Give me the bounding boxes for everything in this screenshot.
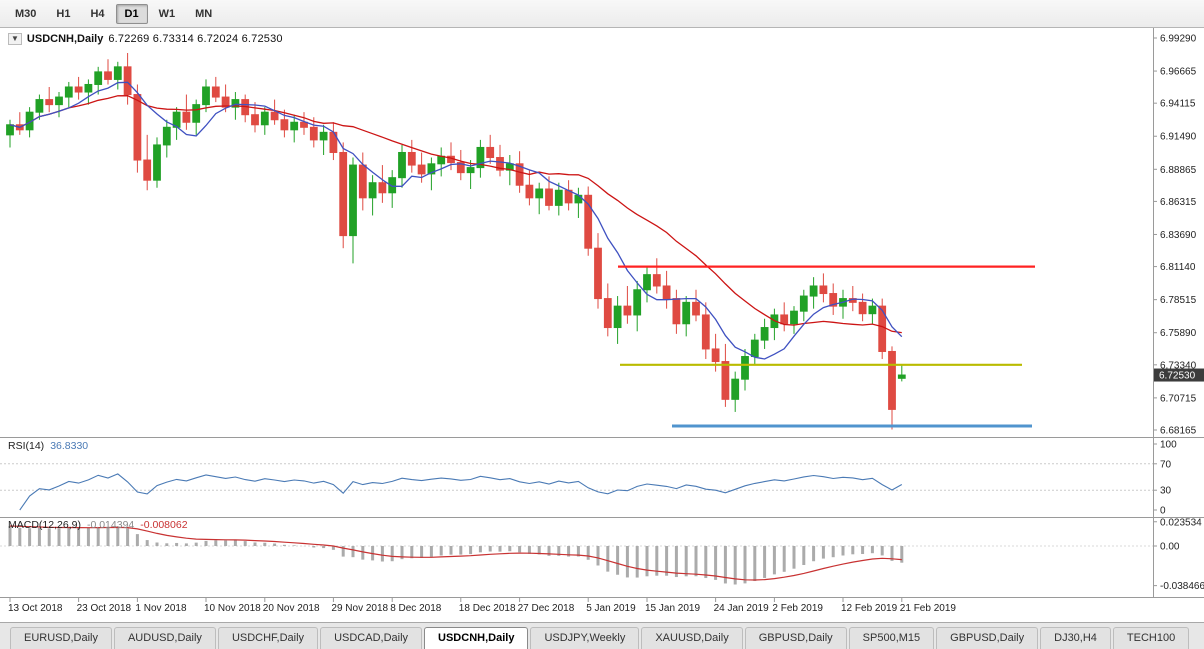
chart-menu-icon[interactable]: ▼ bbox=[8, 33, 22, 45]
svg-text:6.78515: 6.78515 bbox=[1160, 295, 1197, 306]
svg-text:6.83690: 6.83690 bbox=[1160, 230, 1197, 241]
chart-tab-usdcnh-daily[interactable]: USDCNH,Daily bbox=[424, 627, 529, 649]
svg-text:6.86315: 6.86315 bbox=[1160, 197, 1197, 208]
timeframe-button-w1[interactable]: W1 bbox=[150, 4, 185, 24]
timeframe-button-h4[interactable]: H4 bbox=[81, 4, 113, 24]
svg-text:-0.038466: -0.038466 bbox=[1160, 581, 1204, 592]
timeframe-toolbar: M30 H1 H4 D1 W1 MN bbox=[0, 0, 1204, 28]
svg-text:6.73340: 6.73340 bbox=[1160, 360, 1197, 371]
current-price-badge: 6.72530 bbox=[1154, 368, 1204, 382]
svg-text:2 Feb 2019: 2 Feb 2019 bbox=[772, 603, 823, 614]
svg-text:24 Jan 2019: 24 Jan 2019 bbox=[714, 603, 769, 614]
svg-text:1 Nov 2018: 1 Nov 2018 bbox=[135, 603, 187, 614]
timeframe-button-h1[interactable]: H1 bbox=[47, 4, 79, 24]
chart-tab-tech100[interactable]: TECH100 bbox=[1112, 627, 1190, 649]
svg-text:21 Feb 2019: 21 Feb 2019 bbox=[900, 603, 957, 614]
svg-text:6.75890: 6.75890 bbox=[1160, 328, 1197, 339]
date-axis[interactable]: 13 Oct 2018 23 Oct 2018 1 Nov 2018 10 Nov 2… bbox=[8, 597, 956, 614]
chart-tab-usdcad-daily[interactable]: USDCAD,Daily bbox=[320, 627, 423, 649]
svg-text:5 Jan 2019: 5 Jan 2019 bbox=[586, 603, 636, 614]
svg-text:20 Nov 2018: 20 Nov 2018 bbox=[263, 603, 320, 614]
svg-text:27 Dec 2018: 27 Dec 2018 bbox=[518, 603, 575, 614]
svg-text:6.68165: 6.68165 bbox=[1160, 426, 1197, 437]
chart-tab-xauusd-daily[interactable]: XAUUSD,Daily bbox=[641, 627, 743, 649]
svg-text:30: 30 bbox=[1160, 486, 1172, 497]
macd-axis[interactable]: 0.023534 0.00 -0.038466 bbox=[1153, 517, 1204, 592]
rsi-line bbox=[19, 473, 903, 511]
rsi-axis[interactable]: 100 70 30 0 bbox=[1153, 440, 1177, 517]
chart-tab-gbpusd-daily[interactable]: GBPUSD,Daily bbox=[936, 627, 1039, 649]
symbol-tabbar: EURUSD,Daily AUDUSD,Daily USDCHF,Daily USDC… bbox=[0, 622, 1204, 649]
svg-text:13 Oct 2018: 13 Oct 2018 bbox=[8, 603, 63, 614]
svg-text:6.96665: 6.96665 bbox=[1160, 67, 1197, 78]
ma-fast-line bbox=[9, 81, 903, 360]
timeframe-button-m30[interactable]: M30 bbox=[6, 4, 45, 24]
svg-text:6.99290: 6.99290 bbox=[1160, 34, 1197, 45]
timeframe-button-d1[interactable]: D1 bbox=[115, 3, 148, 24]
svg-text:6.81140: 6.81140 bbox=[1160, 262, 1196, 273]
timeframe-button-mn[interactable]: MN bbox=[186, 4, 221, 24]
svg-text:0.023534: 0.023534 bbox=[1160, 517, 1202, 528]
svg-text:6.88865: 6.88865 bbox=[1160, 165, 1197, 176]
chart-tab-audusd-daily[interactable]: AUDUSD,Daily bbox=[113, 627, 216, 649]
chart-tab-gbpusd-daily[interactable]: GBPUSD,Daily bbox=[744, 627, 847, 649]
chart-tab-usdjpy-weekly[interactable]: USDJPY,Weekly bbox=[530, 627, 640, 649]
svg-text:10 Nov 2018: 10 Nov 2018 bbox=[204, 603, 261, 614]
svg-text:0: 0 bbox=[1160, 506, 1166, 517]
svg-text:15 Jan 2019: 15 Jan 2019 bbox=[645, 603, 700, 614]
svg-text:23 Oct 2018: 23 Oct 2018 bbox=[77, 603, 132, 614]
chart-tab-usdchf-daily[interactable]: USDCHF,Daily bbox=[217, 627, 319, 649]
ma-slow-line bbox=[9, 95, 902, 334]
svg-text:6.94115: 6.94115 bbox=[1160, 99, 1196, 110]
chart-tab-sp500-m15[interactable]: SP500,M15 bbox=[848, 627, 935, 649]
timeframe-buttons: M30 H1 H4 D1 W1 MN bbox=[6, 3, 223, 24]
svg-text:6.70715: 6.70715 bbox=[1160, 393, 1197, 404]
svg-text:12 Feb 2019: 12 Feb 2019 bbox=[841, 603, 898, 614]
svg-text:100: 100 bbox=[1160, 440, 1177, 451]
chart-background bbox=[0, 28, 1204, 622]
svg-text:18 Dec 2018: 18 Dec 2018 bbox=[459, 603, 516, 614]
price-chart-svg[interactable]: 6.99290 6.96665 6.94115 6.91490 6.88865 6.863… bbox=[0, 28, 1204, 622]
svg-text:6.72530: 6.72530 bbox=[1159, 371, 1196, 382]
chart-area: 6.99290 6.96665 6.94115 6.91490 6.88865 6.863… bbox=[0, 28, 1204, 622]
chart-tab-eurusd-daily[interactable]: EURUSD,Daily bbox=[10, 627, 112, 649]
svg-text:0.00: 0.00 bbox=[1160, 542, 1180, 553]
chart-tab-dj30-h4[interactable]: DJ30,H4 bbox=[1040, 627, 1111, 649]
svg-text:6.91490: 6.91490 bbox=[1160, 132, 1197, 143]
svg-text:29 Nov 2018: 29 Nov 2018 bbox=[331, 603, 388, 614]
svg-text:8 Dec 2018: 8 Dec 2018 bbox=[390, 603, 442, 614]
macd-signal-line bbox=[9, 525, 902, 581]
price-axis[interactable]: 6.99290 6.96665 6.94115 6.91490 6.88865 6.863… bbox=[1153, 34, 1197, 437]
svg-text:70: 70 bbox=[1160, 459, 1172, 470]
